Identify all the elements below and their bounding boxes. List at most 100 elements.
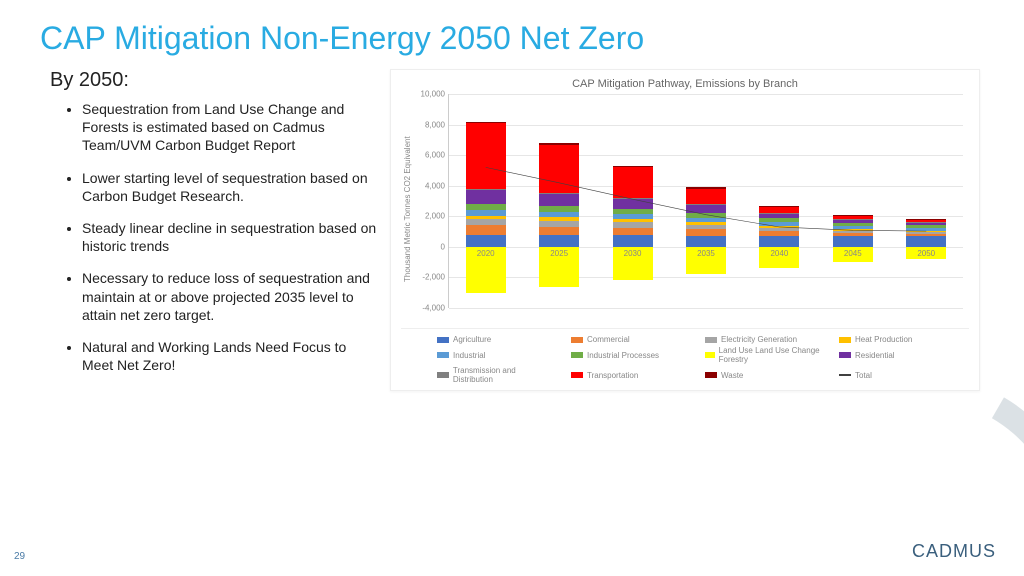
y-tick-label: 2,000	[425, 212, 449, 221]
x-tick-label: 2035	[682, 249, 730, 258]
legend-label: Electricity Generation	[721, 335, 797, 344]
bar-segment	[613, 235, 653, 247]
legend-label: Waste	[721, 371, 743, 380]
content-row: By 2050: Sequestration from Land Use Cha…	[40, 69, 984, 391]
chart-container: CAP Mitigation Pathway, Emissions by Bra…	[390, 69, 980, 391]
y-tick-label: 0	[441, 242, 449, 251]
legend-swatch	[839, 374, 851, 376]
left-column: By 2050: Sequestration from Land Use Cha…	[40, 69, 380, 391]
bar-segment	[466, 235, 506, 247]
bar-column: 2050	[902, 94, 950, 308]
bar-segment	[686, 205, 726, 213]
chart-title: CAP Mitigation Pathway, Emissions by Bra…	[401, 78, 969, 90]
bar-column: 2035	[682, 94, 730, 308]
bar-segment	[613, 167, 653, 198]
legend-swatch	[839, 352, 851, 358]
positive-stack	[686, 187, 726, 247]
bar-segment	[539, 145, 579, 193]
x-tick-label: 2050	[902, 249, 950, 258]
subheading: By 2050:	[50, 69, 380, 92]
bar-segment	[833, 236, 873, 247]
legend-label: Transportation	[587, 371, 638, 380]
legend-item: Residential	[839, 346, 959, 364]
bar-segment	[539, 194, 579, 206]
legend-swatch	[437, 352, 449, 358]
bullet-item: Lower starting level of sequestration ba…	[82, 169, 380, 205]
positive-stack	[466, 122, 506, 247]
positive-stack	[906, 219, 946, 247]
legend-label: Heat Production	[855, 335, 912, 344]
legend-label: Total	[855, 371, 872, 380]
legend-label: Residential	[855, 351, 895, 360]
bar-segment	[686, 236, 726, 247]
bar-column: 2025	[535, 94, 583, 308]
legend-item: Commercial	[571, 335, 691, 344]
legend-label: Industrial Processes	[587, 351, 659, 360]
y-tick-label: -2,000	[422, 273, 449, 282]
bullet-item: Steady linear decline in sequestration b…	[82, 219, 380, 255]
y-axis-label: Thousand Metric Tonnes CO2 Equivalent	[401, 94, 414, 324]
bar-segment	[466, 225, 506, 234]
legend-label: Agriculture	[453, 335, 491, 344]
y-tick-label: -4,000	[422, 304, 449, 313]
legend-item: Industrial	[437, 346, 557, 364]
legend-label: Land Use Land Use Change Forestry	[719, 346, 825, 364]
legend-item: Waste	[705, 366, 825, 384]
legend-item: Heat Production	[839, 335, 959, 344]
positive-stack	[539, 143, 579, 247]
legend-label: Commercial	[587, 335, 630, 344]
legend-swatch	[705, 352, 715, 358]
page-number: 29	[14, 551, 25, 562]
legend-item: Industrial Processes	[571, 346, 691, 364]
bar-column: 2020	[462, 94, 510, 308]
y-tick-label: 6,000	[425, 151, 449, 160]
bars-group: 2020 2025 2030 2035 2040 2045 2050	[449, 94, 963, 308]
bar-segment	[613, 228, 653, 236]
bullet-item: Natural and Working Lands Need Focus to …	[82, 338, 380, 374]
legend-item: Electricity Generation	[705, 335, 825, 344]
bar-segment	[466, 123, 506, 189]
bar-column: 2040	[755, 94, 803, 308]
legend-item: Transportation	[571, 366, 691, 384]
legend-item: Land Use Land Use Change Forestry	[705, 346, 825, 364]
bar-segment	[759, 236, 799, 247]
bar-segment	[539, 235, 579, 247]
legend: Agriculture Commercial Electricity Generat…	[401, 328, 969, 386]
slide-title: CAP Mitigation Non-Energy 2050 Net Zero	[40, 20, 984, 57]
slide: CAP Mitigation Non-Energy 2050 Net Zero …	[0, 0, 1024, 576]
legend-swatch	[571, 337, 583, 343]
legend-swatch	[571, 352, 583, 358]
right-column: CAP Mitigation Pathway, Emissions by Bra…	[390, 69, 984, 391]
bar-segment	[613, 199, 653, 209]
legend-label: Industrial	[453, 351, 485, 360]
legend-swatch	[705, 372, 717, 378]
y-tick-label: 10,000	[421, 90, 449, 99]
bullet-item: Sequestration from Land Use Change and F…	[82, 100, 380, 155]
legend-label: Transmission and Distribution	[453, 366, 557, 384]
bar-segment	[539, 227, 579, 235]
bar-column: 2030	[609, 94, 657, 308]
plot-wrap: Thousand Metric Tonnes CO2 Equivalent -4…	[401, 94, 969, 324]
gridline	[449, 308, 963, 309]
y-tick-label: 4,000	[425, 181, 449, 190]
legend-swatch	[437, 337, 449, 343]
bullet-list: Sequestration from Land Use Change and F…	[50, 100, 380, 374]
grid-area: -4,000-2,00002,0004,0006,0008,00010,0002…	[448, 94, 963, 308]
x-tick-label: 2030	[609, 249, 657, 258]
positive-stack	[833, 215, 873, 247]
x-tick-label: 2020	[462, 249, 510, 258]
x-tick-label: 2040	[755, 249, 803, 258]
positive-stack	[613, 166, 653, 247]
legend-swatch	[705, 337, 717, 343]
bar-segment	[466, 190, 506, 204]
bar-segment	[686, 189, 726, 204]
x-tick-label: 2025	[535, 249, 583, 258]
bar-segment	[906, 236, 946, 246]
legend-swatch	[571, 372, 583, 378]
legend-item: Total	[839, 366, 959, 384]
legend-item: Transmission and Distribution	[437, 366, 557, 384]
legend-swatch	[437, 372, 449, 378]
x-tick-label: 2045	[829, 249, 877, 258]
bullet-item: Necessary to reduce loss of sequestratio…	[82, 269, 380, 324]
plot-area: -4,000-2,00002,0004,0006,0008,00010,0002…	[414, 94, 969, 324]
